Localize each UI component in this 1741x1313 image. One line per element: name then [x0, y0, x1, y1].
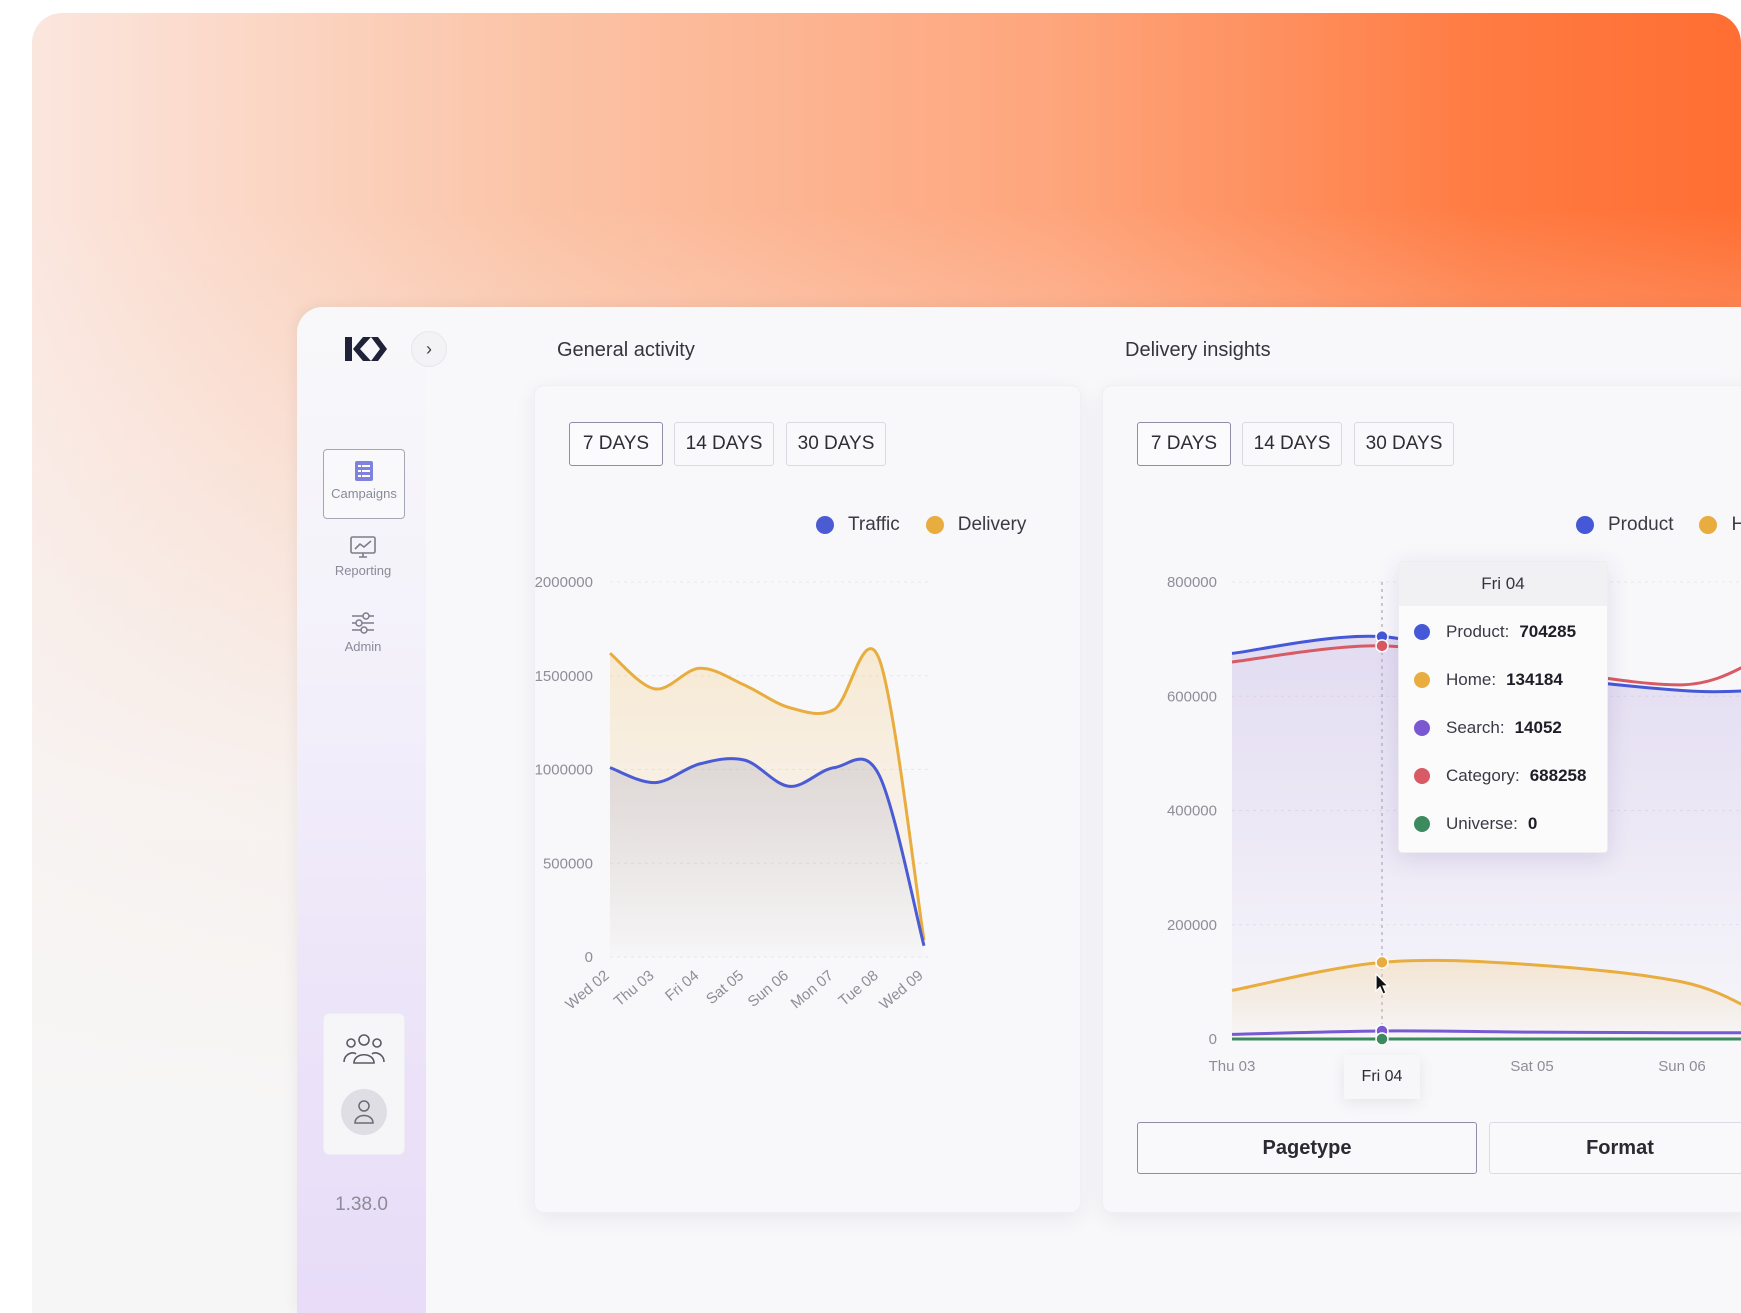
traffic-line: [609, 757, 926, 947]
tooltip-value: 134184: [1506, 670, 1563, 689]
chevron-right-icon[interactable]: ›: [411, 331, 447, 367]
delivery-line: [609, 647, 926, 941]
mouse-cursor-icon: [1375, 972, 1390, 995]
legend-delivery[interactable]: Delivery: [957, 514, 1027, 535]
app-version: 1.38.0: [335, 1194, 388, 1215]
home-area: [1232, 960, 1741, 1039]
tooltip-value: 688258: [1529, 766, 1587, 785]
tooltip-marker: [1414, 768, 1430, 784]
tooltip-label: Home:: [1446, 670, 1497, 689]
general-tab-14-days[interactable]: 14 DAYS: [674, 422, 774, 466]
y-tick-label: 1500000: [535, 668, 593, 685]
tooltip-row-search: Search: 14052: [1414, 718, 1562, 738]
universe-hover-point[interactable]: [1375, 1032, 1389, 1046]
general-tab-30-days[interactable]: 30 DAYS: [786, 422, 886, 466]
x-tick-label: Fri 04: [662, 967, 702, 1005]
y-tick-label: 1000000: [535, 762, 593, 779]
delivery-tab-30-days[interactable]: 30 DAYS: [1354, 422, 1454, 466]
tooltip-row-universe: Universe: 0: [1414, 814, 1537, 834]
legend-product-marker: [1576, 516, 1594, 534]
sidebar-item-label: Admin: [344, 639, 382, 654]
x-tick-label: Wed 09: [876, 967, 926, 1013]
sidebar: › Campaigns Reporting: [297, 307, 447, 1313]
legend-delivery-marker: [925, 516, 944, 534]
chart-monitor-icon: [350, 536, 376, 558]
sidebar-item-label: Campaigns: [331, 486, 397, 501]
traffic-area: [610, 758, 924, 957]
avatar[interactable]: [341, 1089, 387, 1135]
category-hover-point[interactable]: [1375, 639, 1389, 653]
y-tick-label: 0: [1209, 1031, 1217, 1048]
x-tick-label: Thu 03: [1209, 1058, 1256, 1075]
y-tick-label: 600000: [1167, 688, 1217, 705]
tooltip-title: Fri 04: [1399, 562, 1607, 606]
team-icon[interactable]: [343, 1032, 385, 1066]
tooltip-row-category: Category: 688258: [1414, 766, 1586, 786]
y-tick-label: 0: [585, 949, 593, 966]
legend-home[interactable]: H: [1731, 514, 1741, 535]
user-panel: [323, 1013, 405, 1155]
general-activity-title: General activity: [557, 339, 695, 361]
tooltip-label: Universe:: [1446, 814, 1518, 833]
tooltip-row-product: Product: 704285: [1414, 622, 1576, 642]
tooltip-label: Search:: [1446, 718, 1505, 737]
general-legend: Traffic Delivery: [816, 514, 1026, 536]
sidebar-item-label: Reporting: [334, 563, 392, 578]
y-tick-label: 800000: [1167, 574, 1217, 591]
tooltip-row-home: Home: 134184: [1414, 670, 1563, 690]
tooltip-marker: [1414, 624, 1430, 640]
x-axis-label-active: Fri 04: [1344, 1055, 1420, 1099]
legend-traffic-marker: [816, 516, 834, 534]
x-tick-label: Sat 05: [1510, 1058, 1553, 1075]
x-tick-label: Thu 03: [611, 967, 658, 1010]
sidebar-item-admin[interactable]: Admin: [323, 601, 403, 669]
x-tick-label: Tue 08: [835, 967, 881, 1010]
x-tick-label: Mon 07: [788, 967, 837, 1012]
chart-tooltip: Fri 04 Product: 704285 Home: 134184 Sear…: [1398, 561, 1608, 853]
sidebar-item-campaigns[interactable]: Campaigns: [323, 449, 405, 519]
home-hover-point[interactable]: [1375, 955, 1389, 970]
format-button[interactable]: Format: [1489, 1122, 1741, 1174]
list-icon: [355, 461, 373, 481]
tooltip-value: 704285: [1519, 622, 1577, 641]
pagetype-button[interactable]: Pagetype: [1137, 1122, 1477, 1174]
general-tab-7-days[interactable]: 7 DAYS: [569, 422, 663, 466]
legend-product[interactable]: Product: [1608, 514, 1674, 535]
sliders-icon: [352, 612, 374, 634]
x-tick-label: Sun 06: [745, 967, 792, 1011]
delivery-legend: Product H: [1576, 514, 1741, 536]
y-tick-label: 200000: [1167, 917, 1217, 934]
y-tick-label: 2000000: [535, 574, 593, 591]
tooltip-value: 0: [1527, 814, 1538, 833]
y-tick-label: 500000: [543, 855, 593, 872]
home-line: [1231, 958, 1741, 1006]
brand-logo-icon: [345, 337, 387, 361]
legend-home-marker: [1699, 516, 1718, 534]
x-tick-label: Sat 05: [703, 967, 747, 1008]
legend-traffic[interactable]: Traffic: [848, 514, 900, 535]
tooltip-value: 14052: [1514, 718, 1562, 737]
search-line: [1231, 1029, 1741, 1036]
y-tick-label: 400000: [1167, 803, 1217, 820]
tooltip-marker: [1414, 672, 1430, 688]
tooltip-marker: [1414, 720, 1430, 736]
x-tick-label: Wed 02: [562, 967, 612, 1013]
delivery-tab-7-days[interactable]: 7 DAYS: [1137, 422, 1231, 466]
delivery-insights-title: Delivery insights: [1125, 339, 1271, 361]
user-icon: [354, 1100, 374, 1124]
x-tick-label: Sun 06: [1658, 1058, 1706, 1075]
sidebar-item-reporting[interactable]: Reporting: [323, 525, 403, 593]
delivery-tab-14-days[interactable]: 14 DAYS: [1242, 422, 1342, 466]
tooltip-label: Product:: [1446, 622, 1510, 641]
tooltip-marker: [1414, 816, 1430, 832]
tooltip-label: Category:: [1446, 766, 1520, 785]
